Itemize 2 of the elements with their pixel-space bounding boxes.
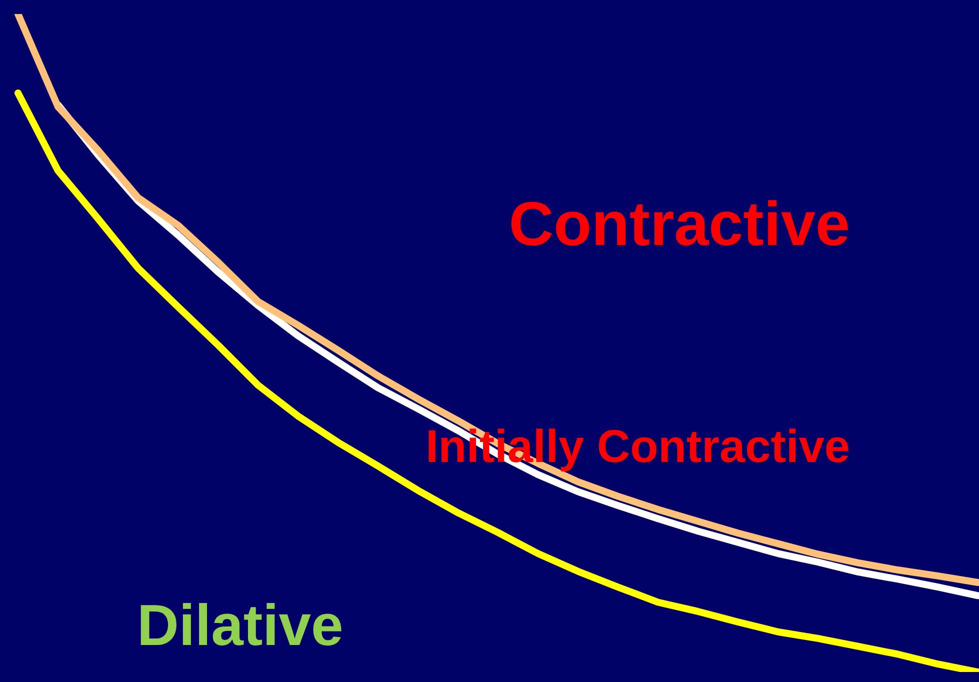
annotation: Dilative [137,593,344,658]
annotation: Contractive [508,190,850,259]
